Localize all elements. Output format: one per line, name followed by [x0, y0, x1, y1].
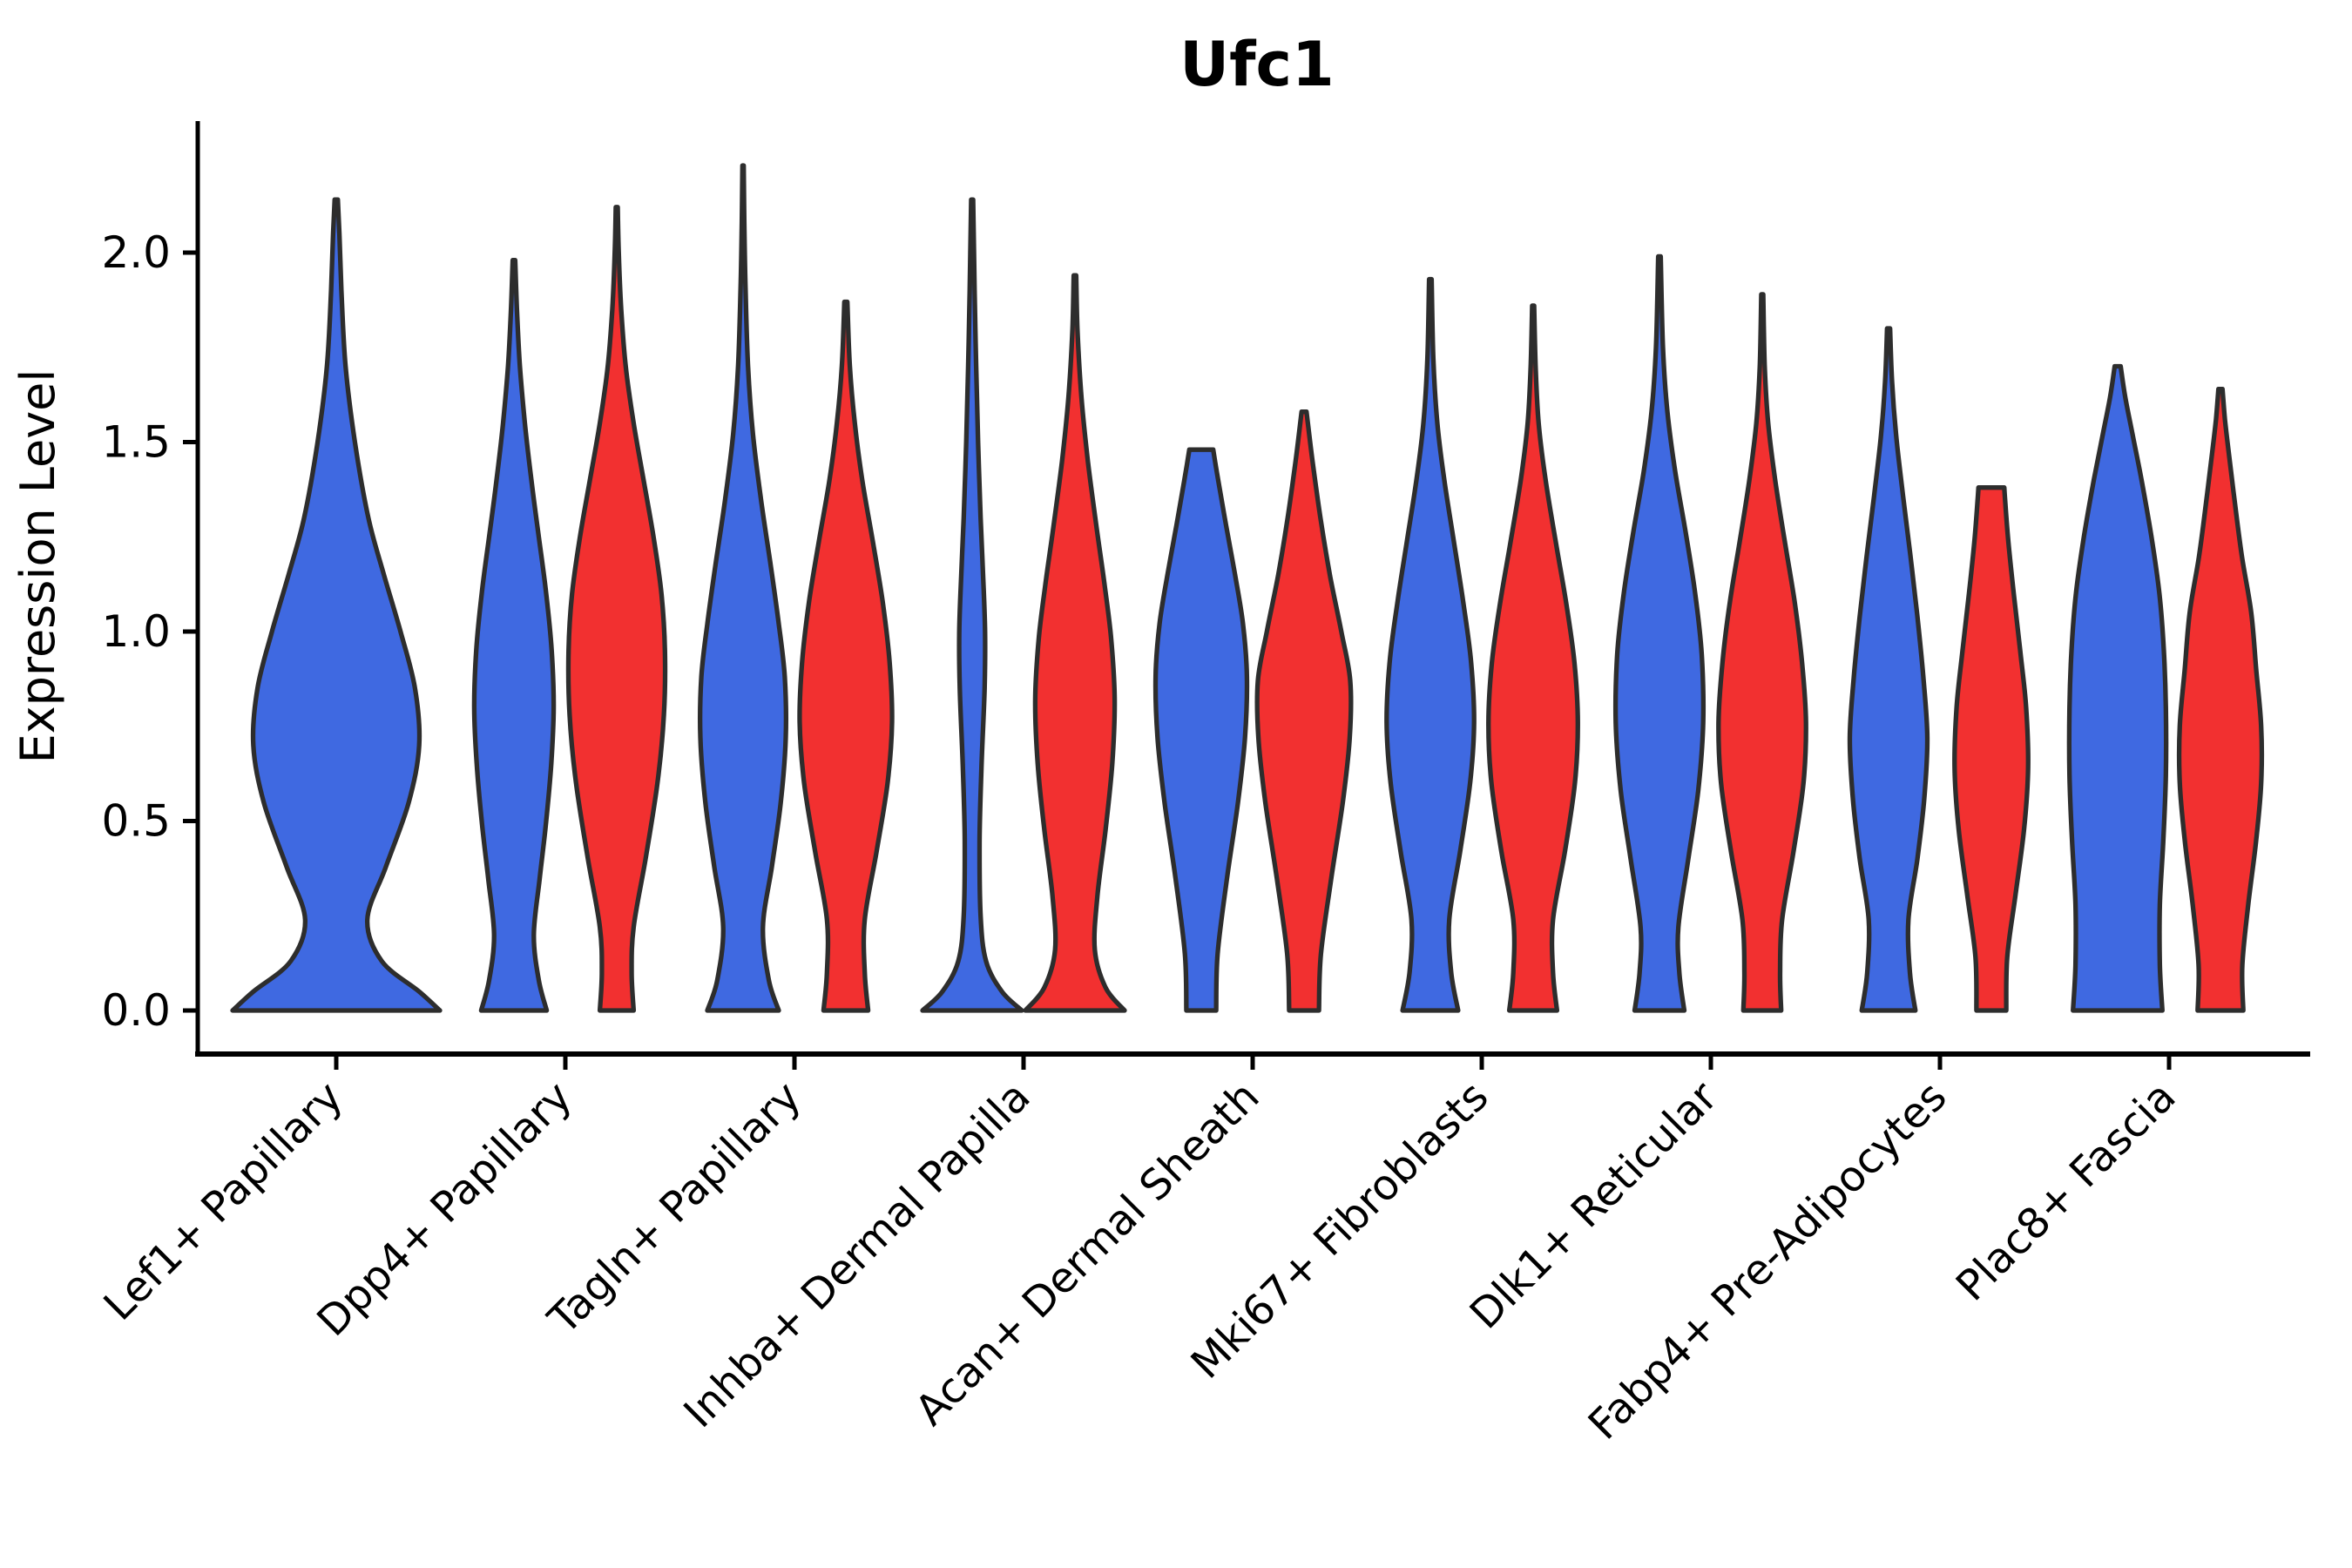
- violin-6-blue: [1612, 253, 1707, 1013]
- violin-3-blue: [920, 197, 1024, 1013]
- violin-7-blue: [1847, 326, 1930, 1013]
- x-tick-label: Plac8+ Fascia: [1947, 1072, 2186, 1311]
- y-axis-label: Expression Level: [10, 369, 65, 764]
- violin-2-blue: [697, 163, 789, 1013]
- violin-1-red: [565, 205, 668, 1013]
- y-tick-label: 1.5: [101, 417, 171, 468]
- violin-8-blue: [2066, 363, 2169, 1013]
- violin-series: [230, 163, 2265, 1013]
- violin-3-red: [1023, 273, 1127, 1013]
- violin-1-blue: [471, 258, 557, 1013]
- violin-8-red: [2176, 386, 2265, 1013]
- y-tick-label: 1.0: [101, 606, 171, 657]
- violin-7-red: [1952, 485, 2031, 1013]
- x-tick-label: Dlk1+ Reticular: [1461, 1072, 1727, 1339]
- violin-4-blue: [1152, 447, 1250, 1013]
- y-tick-label: 0.5: [101, 796, 171, 847]
- y-tick-label: 2.0: [101, 227, 171, 278]
- violin-6-red: [1716, 292, 1808, 1013]
- violin-0-blue: [230, 197, 443, 1013]
- x-tick-label: Tagln+ Papillary: [538, 1072, 810, 1344]
- violin-4-red: [1254, 409, 1354, 1013]
- violin-5-blue: [1384, 276, 1477, 1013]
- x-tick-label: Dpp4+ Papillary: [308, 1072, 581, 1346]
- y-tick-label: 0.0: [101, 985, 171, 1036]
- y-axis: 0.0 0.5 1.0 1.5 2.0: [101, 227, 198, 1036]
- violin-5-red: [1486, 303, 1580, 1013]
- x-tick-label: Lef1+ Papillary: [95, 1072, 353, 1330]
- plot-title: Ufc1: [1179, 29, 1335, 100]
- violin-2-red: [797, 299, 895, 1013]
